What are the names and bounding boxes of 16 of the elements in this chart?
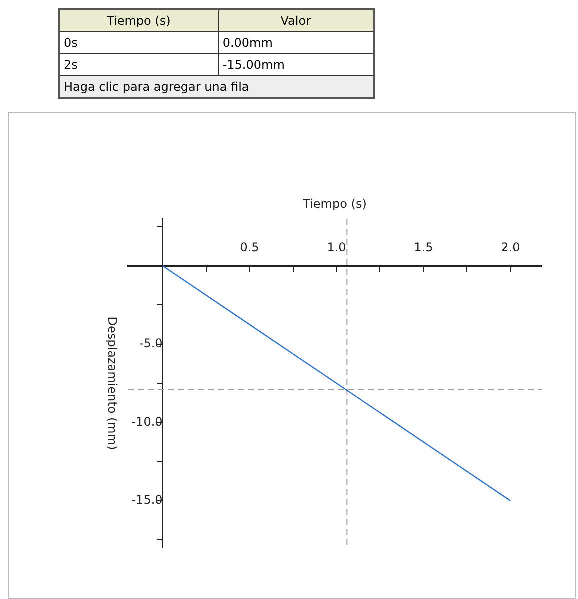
x-axis-title: Tiempo (s)	[302, 197, 367, 212]
text: Valor	[218, 9, 374, 32]
x-tick-label: 2.0	[501, 240, 520, 254]
x-tick-label: 0.5	[240, 240, 260, 254]
y-tick-label: -5.0	[139, 336, 163, 350]
text: Tiempo (s)	[59, 9, 218, 32]
y-axis-title: Desplazamiento (mm)	[105, 316, 120, 450]
x-tick-label: 1.0	[327, 240, 346, 254]
x-tick-label: 1.5	[414, 240, 434, 254]
text: 0.00mm	[218, 32, 374, 54]
text: Haga clic para agregar una fila	[59, 76, 374, 98]
text: 0s	[59, 32, 218, 54]
text: -15.00mm	[218, 54, 374, 76]
text: 2s	[59, 54, 218, 76]
y-tick-label: -10.0	[132, 414, 163, 429]
y-tick-label: -15.0	[132, 493, 163, 508]
